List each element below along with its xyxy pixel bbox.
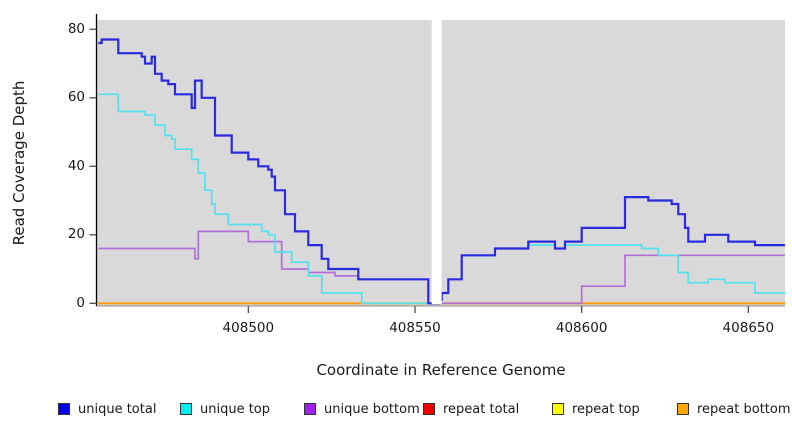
legend-item-unique-total: unique total [58,398,156,420]
legend-item-unique-top: unique top [180,398,270,420]
legend-swatch-icon [677,403,689,415]
y-axis-label: Read Coverage Depth [10,80,28,246]
y-tick-label: 40 [67,157,85,174]
x-tick-label: 408500 [222,320,275,336]
legend-item-repeat-top: repeat top [552,398,640,420]
series-line-unique-top [98,93,785,305]
legend-swatch-icon [423,403,435,415]
y-tick-label: 60 [67,89,85,106]
legend-label: repeat total [443,401,520,417]
x-axis-label: Coordinate in Reference Genome [316,361,566,379]
legend-item-unique-bottom: unique bottom [304,398,420,420]
x-tick-label: 408550 [389,320,441,336]
legend-label: unique bottom [324,401,420,417]
x-tick-label: 408600 [555,320,608,336]
series-line-unique-bottom [98,230,785,305]
y-tick-label: 80 [67,20,85,37]
y-tick-label: 0 [76,294,85,311]
legend-item-repeat-bottom: repeat bottom [677,398,791,420]
y-tick-label: 20 [67,226,85,243]
legend-item-repeat-total: repeat total [423,398,519,420]
legend-label: unique top [200,401,271,417]
masked-region [431,19,442,304]
x-tick-label: 408650 [722,320,775,336]
legend-label: repeat bottom [697,401,791,417]
legend-swatch-icon [304,403,316,415]
legend-swatch-icon [180,403,192,415]
legend-label: repeat top [572,401,640,417]
legend-swatch-icon [58,403,70,415]
legend: unique total unique top unique bottom repea… [0,398,792,424]
series-line-unique-total [98,38,785,305]
legend-label: unique total [78,401,157,417]
legend-swatch-icon [552,403,564,415]
